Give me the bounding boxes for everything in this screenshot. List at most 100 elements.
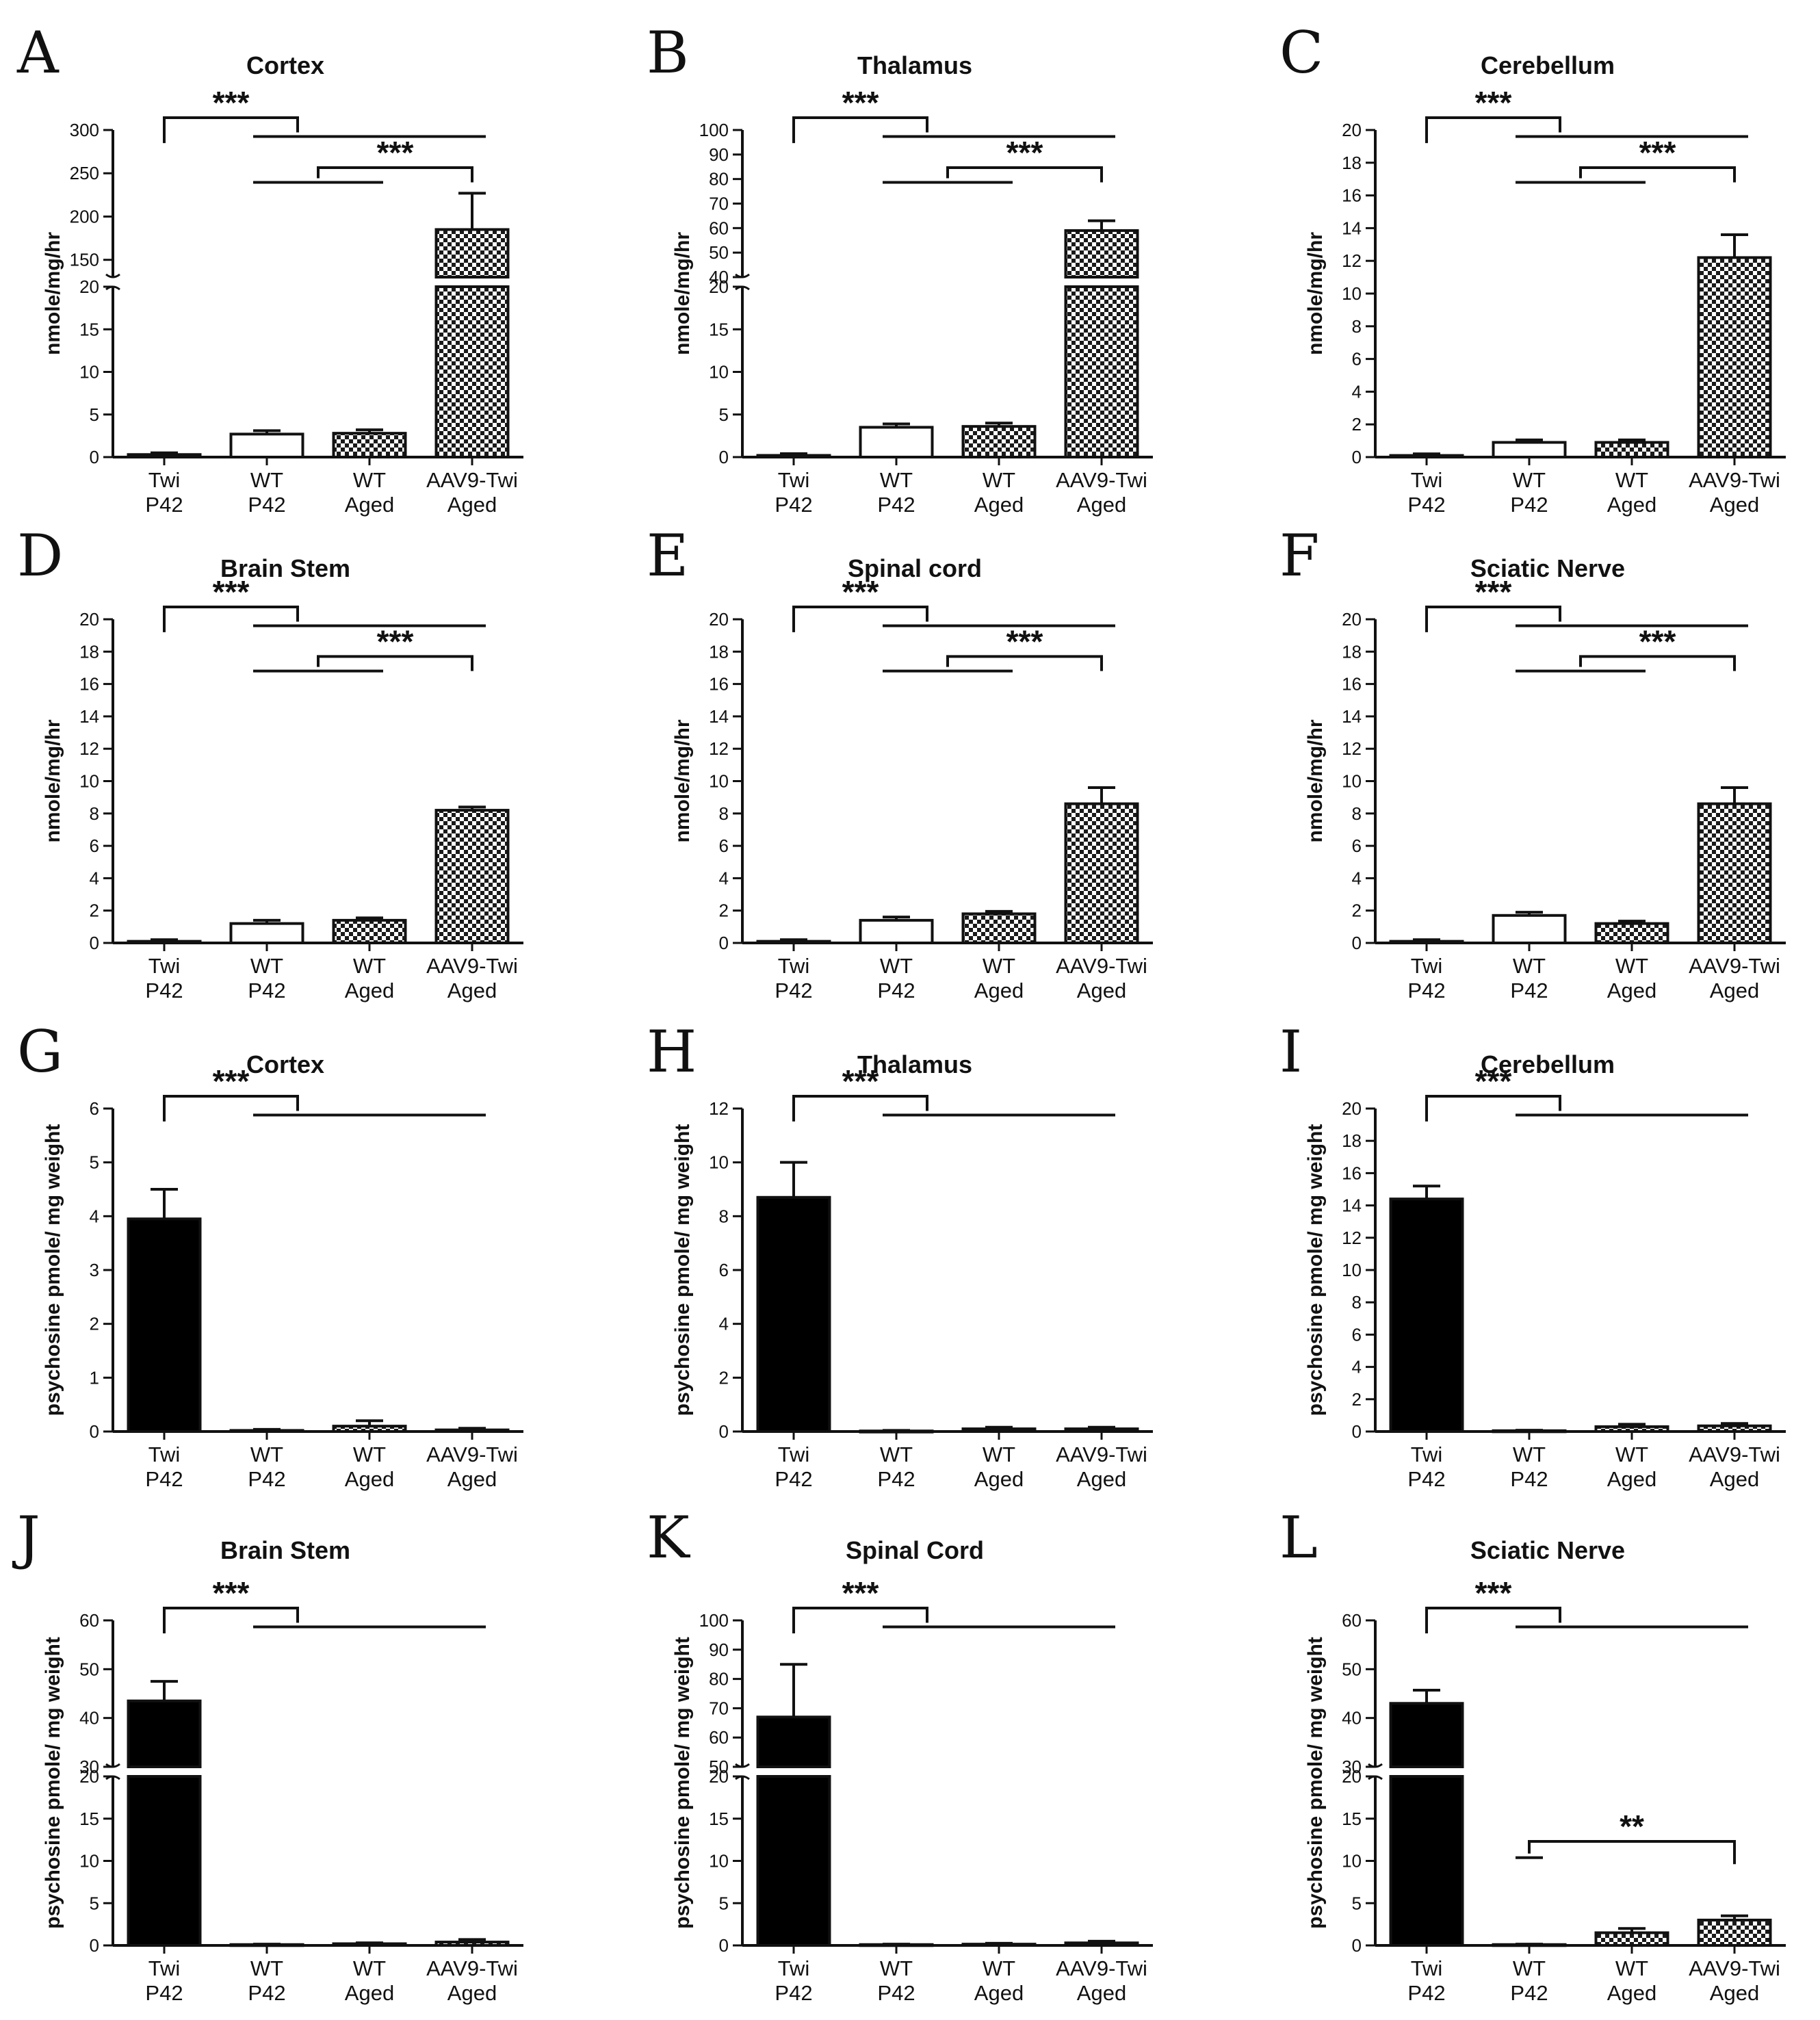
bar-break-gap: [126, 1768, 203, 1775]
x-tick-label: Twi: [148, 1442, 181, 1466]
significance-label: ***: [213, 574, 250, 610]
x-tick-label: P42: [775, 1981, 812, 2005]
bar: [434, 1941, 510, 1947]
x-tick-label: P42: [145, 1981, 183, 2005]
x-tick-label: Aged: [1710, 1981, 1759, 2005]
bar: [756, 1775, 831, 1947]
y-tick-label: 5: [90, 1893, 99, 1913]
significance-label: ***: [213, 1063, 250, 1099]
y-tick-label: 3: [90, 1260, 99, 1280]
y-tick-label: 10: [709, 771, 729, 792]
x-tick-label: P42: [1510, 1981, 1548, 2005]
panel-label: B: [647, 19, 689, 86]
bar: [434, 228, 510, 279]
panel-h: H Thalamus psychosine pmole/ mg weight 0 2 4 6…: [647, 1018, 1153, 1491]
y-tick-label: 18: [1342, 641, 1362, 662]
panel-title: Spinal Cord: [846, 1536, 984, 1564]
x-tick-label: WT: [1513, 1956, 1546, 1980]
y-tick-label: 16: [79, 674, 99, 695]
x-tick-label: WT: [250, 1956, 283, 1980]
y-tick-label: 10: [79, 362, 99, 383]
significance-label: ***: [1475, 1063, 1512, 1099]
x-tick-label: AAV9-Twi: [1689, 1442, 1780, 1466]
bar: [127, 1775, 202, 1947]
significance-bracket: [946, 166, 1103, 183]
bar: [1389, 940, 1464, 945]
y-tick-label: 80: [709, 1669, 729, 1689]
axis-break-mark: [735, 1775, 750, 1781]
y-tick-label: 6: [90, 836, 99, 856]
y-tick-label: 10: [709, 1851, 729, 1872]
x-tick-label: P42: [775, 493, 812, 517]
y-tick-label: 250: [70, 163, 99, 183]
y-tick-label: 4: [719, 1314, 729, 1334]
y-tick-label: 0: [90, 933, 99, 953]
bar-break-gap: [1063, 279, 1140, 285]
x-tick-label: WT: [983, 1956, 1015, 1980]
significance-bracket: [317, 655, 473, 671]
x-tick-label: Twi: [778, 1956, 810, 1980]
panel-label: E: [647, 522, 688, 589]
x-tick-label: Twi: [1411, 1956, 1443, 1980]
y-tick-label: 10: [1342, 283, 1362, 304]
bar-break-gap: [1388, 1768, 1465, 1775]
y-tick-label: 4: [1352, 1357, 1362, 1377]
x-tick-label: P42: [1510, 1467, 1548, 1491]
bar: [1389, 1197, 1464, 1434]
x-tick-label: WT: [1615, 954, 1648, 978]
y-tick-label: 20: [1342, 1098, 1362, 1119]
y-tick-label: 14: [79, 706, 99, 727]
x-tick-label: Aged: [1607, 1981, 1656, 2005]
x-tick-label: Aged: [1710, 979, 1759, 1002]
y-tick-label: 20: [709, 276, 729, 297]
bar: [961, 1943, 1037, 1947]
y-tick-label: 20: [709, 1766, 729, 1787]
x-tick-label: P42: [1510, 979, 1548, 1002]
x-tick-label: P42: [877, 1467, 915, 1491]
axis-break-mark: [735, 273, 750, 279]
x-tick-label: P42: [1407, 1981, 1445, 2005]
y-tick-label: 20: [79, 1766, 99, 1787]
x-tick-label: P42: [877, 493, 915, 517]
y-tick-label: 50: [79, 1659, 99, 1679]
bar: [961, 425, 1037, 458]
y-tick-label: 8: [1352, 803, 1362, 824]
bar: [961, 1427, 1037, 1433]
significance-label: ***: [1475, 1575, 1512, 1611]
y-tick-label: 20: [1342, 609, 1362, 630]
y-tick-label: 90: [709, 1640, 729, 1660]
x-tick-label: WT: [983, 468, 1015, 492]
y-axis-label: nmole/mg/hr: [1304, 232, 1327, 355]
x-tick-label: Aged: [1710, 493, 1759, 517]
y-tick-label: 10: [79, 1851, 99, 1872]
x-tick-label: WT: [983, 1442, 1015, 1466]
bar-break-gap: [755, 1768, 832, 1775]
y-tick-label: 12: [709, 738, 729, 759]
y-tick-label: 10: [709, 362, 729, 383]
axis-break-mark: [105, 285, 120, 291]
x-tick-label: Aged: [1607, 1467, 1656, 1491]
x-tick-label: WT: [880, 954, 913, 978]
x-tick-label: WT: [353, 1442, 386, 1466]
significance-label: ***: [1639, 135, 1676, 170]
x-tick-label: Aged: [974, 1467, 1024, 1491]
bar: [127, 1217, 202, 1434]
bar: [434, 285, 510, 458]
significance-bracket: [792, 606, 928, 632]
y-tick-label: 8: [1352, 316, 1362, 337]
y-tick-label: 60: [79, 1610, 99, 1631]
y-tick-label: 200: [70, 206, 99, 226]
y-axis-label: psychosine pmole/ mg weight: [671, 1637, 694, 1929]
y-tick-label: 14: [709, 706, 729, 727]
x-tick-label: WT: [1513, 1442, 1546, 1466]
y-tick-label: 0: [1352, 933, 1362, 953]
y-tick-label: 5: [1352, 1893, 1362, 1913]
y-tick-label: 60: [1342, 1610, 1362, 1631]
bar: [332, 432, 407, 459]
axis-break-mark: [735, 285, 750, 291]
bar: [1389, 1702, 1464, 1768]
significance-bracket: [1425, 116, 1561, 144]
significance-label: ***: [213, 85, 250, 120]
panel-j: J Brain Stem psychosine pmole/ mg weight 0 5…: [12, 1504, 523, 2005]
y-axis-label: nmole/mg/hr: [42, 232, 64, 355]
